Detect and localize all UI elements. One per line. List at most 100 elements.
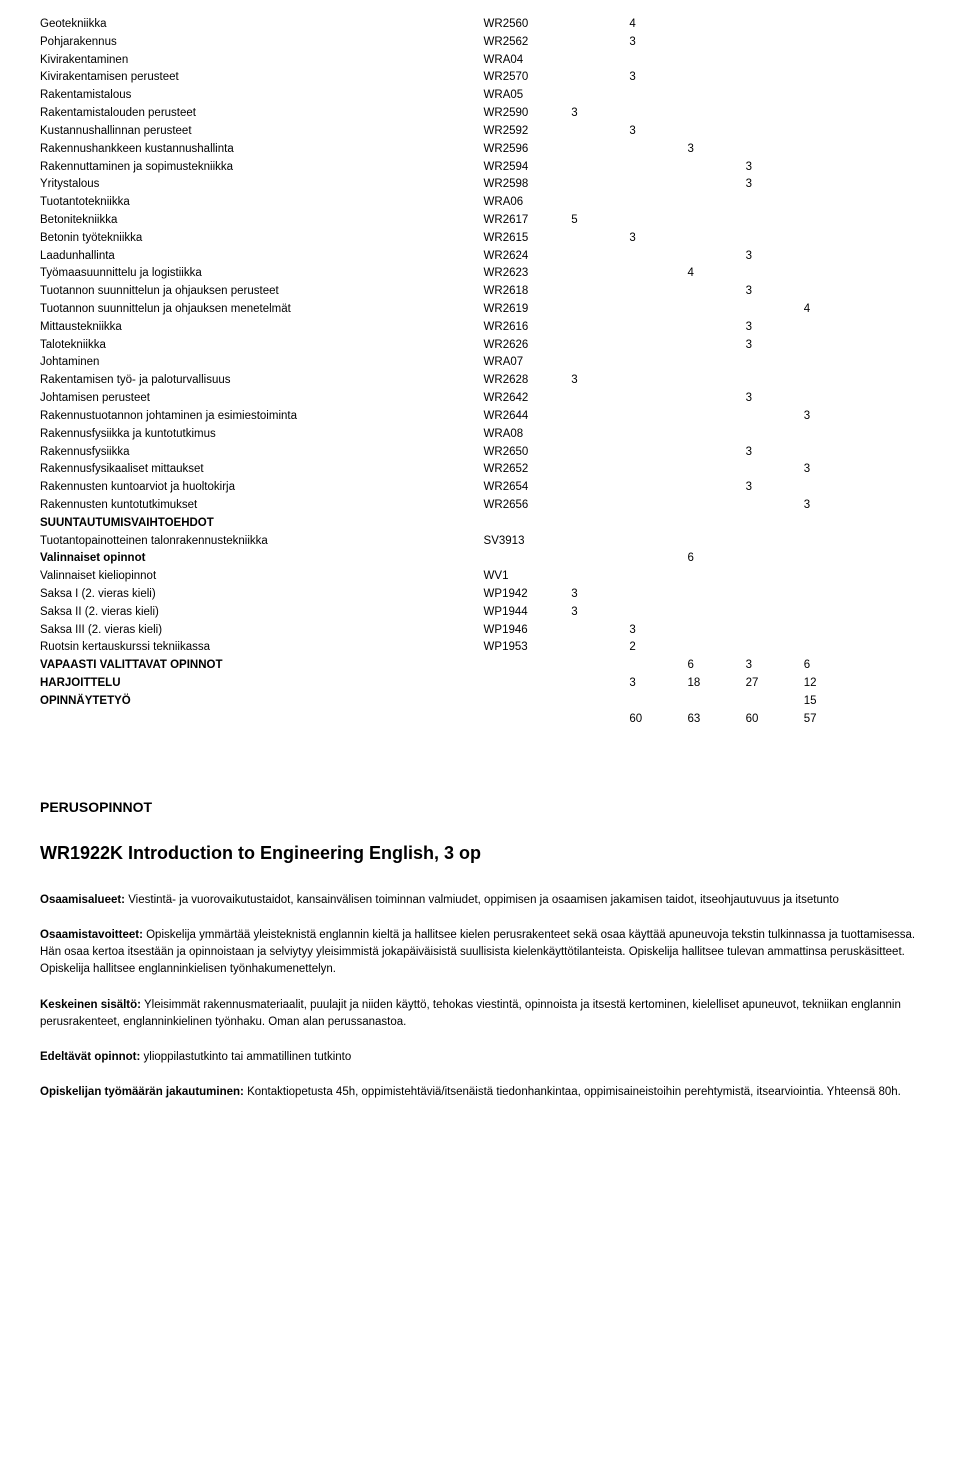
credits-cell [571,319,629,337]
credits-cell [862,533,920,551]
credits-cell: 3 [746,444,804,462]
keskeinen-sisalto-text: Yleisimmät rakennusmateriaalit, puulajit… [40,999,901,1028]
credits-cell [804,337,862,355]
credits-cell [746,52,804,70]
table-row: Rakennuttaminen ja sopimustekniikkaWR259… [40,159,920,177]
credits-cell [688,479,746,497]
credits-cell [629,337,687,355]
osaamisalueet-para: Osaamisalueet: Viestintä- ja vuorovaikut… [40,892,920,909]
course-code-cell: WRA08 [484,426,572,444]
course-name-cell: VAPAASTI VALITTAVAT OPINNOT [40,657,484,675]
course-name-cell: Betonin työtekniikka [40,230,484,248]
table-row: 60636057 [40,711,920,729]
course-name-cell: Yritystalous [40,176,484,194]
credits-cell [629,372,687,390]
credits-cell [688,354,746,372]
credits-cell: 3 [746,283,804,301]
credits-cell [804,52,862,70]
credits-cell [862,568,920,586]
credits-cell [688,372,746,390]
table-row: Rakentamistalouden perusteetWR25903 [40,105,920,123]
credits-cell [688,176,746,194]
credits-cell [629,426,687,444]
table-row: Työmaasuunnittelu ja logistiikkaWR26234 [40,265,920,283]
credits-cell [571,194,629,212]
credits-cell [804,141,862,159]
credits-cell [571,176,629,194]
table-row: Saksa III (2. vieras kieli)WP19463 [40,622,920,640]
course-name-cell: Rakentamistalous [40,87,484,105]
credits-cell [862,283,920,301]
credits-cell: 27 [746,675,804,693]
credits-cell [746,354,804,372]
credits-cell [629,479,687,497]
credits-cell [862,159,920,177]
credits-cell: 3 [688,141,746,159]
credits-cell [571,390,629,408]
course-name-cell: Kivirakentamisen perusteet [40,69,484,87]
credits-cell: 3 [571,586,629,604]
credits-cell [571,426,629,444]
credits-cell [688,69,746,87]
credits-cell: 3 [571,372,629,390]
credits-cell: 4 [688,265,746,283]
credits-cell [862,69,920,87]
credits-cell [862,123,920,141]
credits-cell: 63 [688,711,746,729]
credits-cell [688,16,746,34]
credits-cell: 3 [746,248,804,266]
course-code-cell: WR2628 [484,372,572,390]
credits-cell [862,319,920,337]
credits-cell [804,515,862,533]
credits-cell [688,230,746,248]
table-row: SUUNTAUTUMISVAIHTOEHDOT [40,515,920,533]
course-code-cell: WR2626 [484,337,572,355]
course-code-cell: WR2562 [484,34,572,52]
credits-cell [571,568,629,586]
course-name-cell: Rakentamisen työ- ja paloturvallisuus [40,372,484,390]
table-row: LaadunhallintaWR26243 [40,248,920,266]
credits-cell [862,497,920,515]
table-row: Rakennusten kuntotutkimuksetWR26563 [40,497,920,515]
course-code-cell: WR2656 [484,497,572,515]
credits-cell [746,550,804,568]
credits-cell [629,497,687,515]
credits-cell [688,639,746,657]
credits-cell [629,283,687,301]
table-row: Valinnaiset opinnot6 [40,550,920,568]
credits-cell [804,34,862,52]
course-name-cell: Rakennuttaminen ja sopimustekniikka [40,159,484,177]
credits-cell [688,194,746,212]
credits-cell [746,568,804,586]
table-row: TalotekniikkaWR26263 [40,337,920,355]
course-code-cell: WR2623 [484,265,572,283]
credits-cell: 6 [688,550,746,568]
course-code-cell [484,675,572,693]
credits-cell [629,319,687,337]
credits-cell [862,604,920,622]
credits-cell: 3 [804,497,862,515]
credits-cell [746,194,804,212]
credits-cell [746,622,804,640]
credits-cell [571,230,629,248]
course-name-cell: Kivirakentaminen [40,52,484,70]
credits-cell: 5 [571,212,629,230]
course-code-cell: WV1 [484,568,572,586]
course-code-cell [484,693,572,711]
course-name-cell: Tuotannon suunnittelun ja ohjauksen mene… [40,301,484,319]
osaamistavoitteet-label: Osaamistavoitteet: [40,929,143,941]
credits-cell [688,622,746,640]
tyomaara-para: Opiskelijan työmäärän jakautuminen: Kont… [40,1084,920,1101]
credits-cell [746,639,804,657]
credits-cell: 12 [804,675,862,693]
credits-cell [746,16,804,34]
credits-cell [629,212,687,230]
credits-cell [862,212,920,230]
credits-cell [804,622,862,640]
table-row: HARJOITTELU3182712 [40,675,920,693]
credits-cell [688,533,746,551]
credits-cell [804,194,862,212]
credits-cell: 3 [746,337,804,355]
credits-cell: 3 [629,69,687,87]
course-name-cell: Johtaminen [40,354,484,372]
